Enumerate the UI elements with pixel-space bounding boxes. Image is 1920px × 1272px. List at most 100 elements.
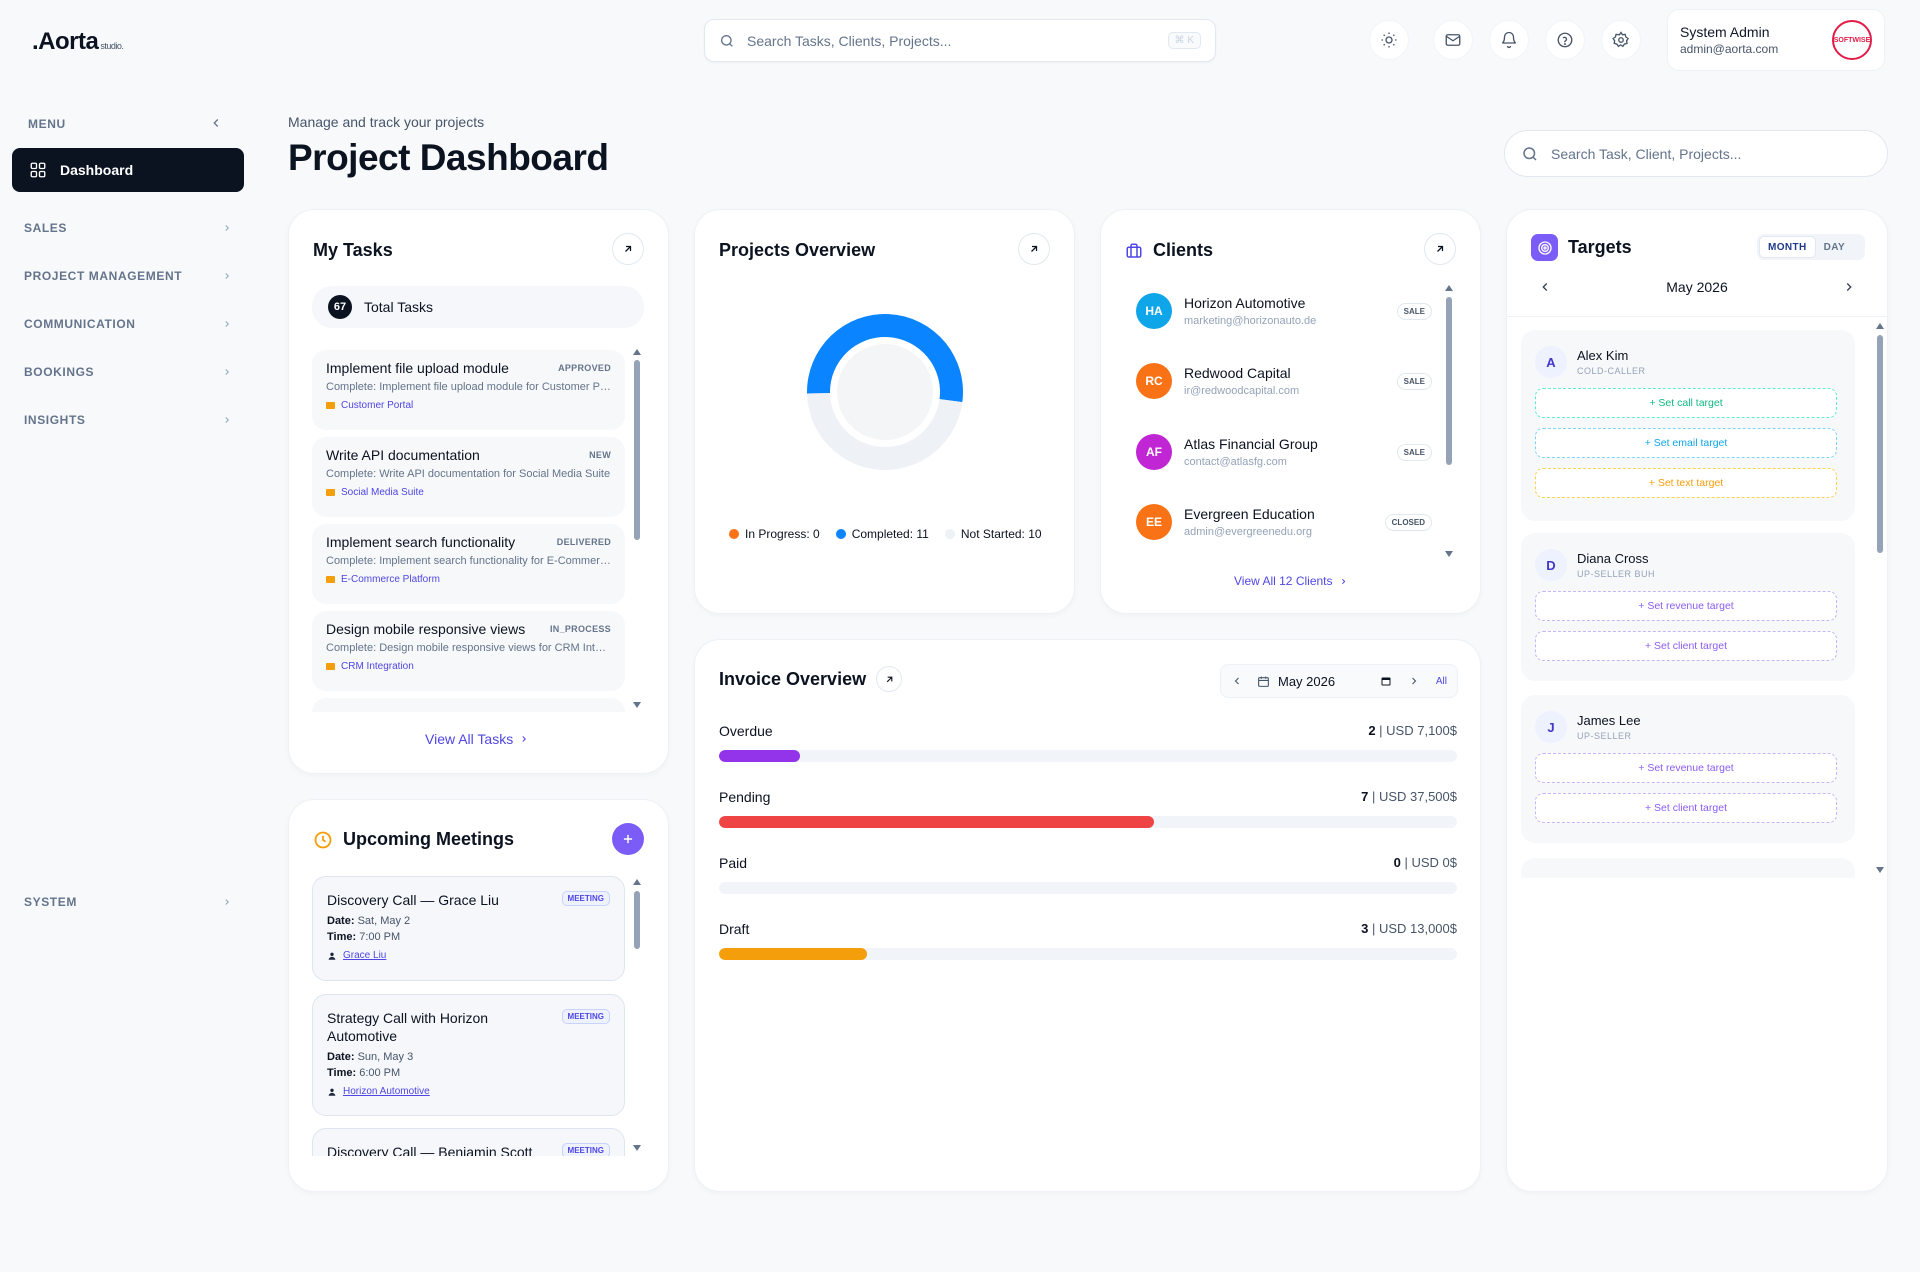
status-badge: IN_PROCESS	[549, 624, 611, 634]
global-search[interactable]: Search Tasks, Clients, Projects... ⌘ K	[704, 19, 1216, 62]
sidebar-item-system[interactable]: SYSTEM	[24, 895, 232, 909]
open-projects-button[interactable]	[1018, 233, 1050, 265]
meeting-person-link[interactable]: Grace Liu	[327, 950, 610, 961]
sidebar-item-label: BOOKINGS	[24, 365, 95, 379]
list-item[interactable]: Write API documentation NEW Complete: Wri…	[312, 437, 625, 517]
chevron-left-icon	[1542, 283, 1548, 291]
list-item[interactable]: RC Redwood Capital ir@redwoodcapital.com …	[1136, 359, 1432, 403]
set-client-target-button[interactable]: + Set client target	[1535, 793, 1837, 823]
sidebar-item-bookings[interactable]: BOOKINGS	[24, 365, 232, 379]
calendar-icon[interactable]	[1380, 675, 1392, 687]
meeting-title: Strategy Call with Horizon Automotive	[327, 1010, 489, 1044]
invoice-count: 3	[1361, 921, 1369, 936]
meetings-title: Upcoming Meetings	[343, 829, 515, 849]
search-input[interactable]: Search Task, Client, Projects...	[1551, 145, 1742, 162]
scroll-up-arrow[interactable]	[1876, 323, 1884, 329]
gear-icon	[1612, 31, 1630, 48]
page-search[interactable]: Search Task, Client, Projects...	[1504, 130, 1888, 177]
set-revenue-target-button[interactable]: + Set revenue target	[1535, 591, 1837, 621]
avatar[interactable]: SOFTWISE	[1832, 20, 1872, 60]
task-project[interactable]: Customer Portal	[326, 400, 611, 411]
chevron-right-icon	[225, 417, 229, 423]
sidebar-item-project-management[interactable]: PROJECT MANAGEMENT	[24, 269, 232, 283]
targets-list[interactable]: A Alex Kim COLD-CALLER + Set call target +…	[0, 322, 1920, 878]
settings-button[interactable]	[1601, 20, 1641, 60]
help-button[interactable]	[1545, 20, 1585, 60]
task-project[interactable]: CRM Integration	[326, 661, 611, 672]
scroll-up-arrow[interactable]	[633, 349, 641, 355]
logo-suffix: studio.	[100, 41, 124, 51]
legend-swatch	[944, 529, 955, 539]
arrow-up-right-icon	[625, 245, 632, 252]
open-invoices-button[interactable]	[876, 666, 903, 692]
mail-button[interactable]	[1433, 20, 1473, 60]
legend-label: Not Started: 10	[960, 527, 1042, 541]
view-all-clients-link[interactable]: View All 12 Clients	[1234, 574, 1348, 588]
bar-fill	[719, 948, 867, 960]
scroll-down-arrow[interactable]	[1876, 867, 1884, 873]
task-project[interactable]: E-Commerce Platform	[326, 574, 611, 585]
sidebar-item-insights[interactable]: INSIGHTS	[24, 413, 232, 427]
legend-label: In Progress: 0	[745, 527, 820, 541]
add-meeting-button[interactable]	[612, 823, 644, 855]
target-icon	[1531, 234, 1558, 261]
set-revenue-target-button[interactable]: + Set revenue target	[1535, 753, 1837, 783]
search-input[interactable]: Search Tasks, Clients, Projects...	[747, 32, 952, 49]
all-months-button[interactable]: All	[1435, 675, 1447, 687]
task-list[interactable]: Implement file upload module APPROVED Com…	[0, 346, 1920, 712]
client-name: Evergreen Education	[1184, 506, 1315, 522]
scrollbar[interactable]	[1877, 335, 1883, 553]
list-item[interactable]	[312, 698, 625, 712]
list-item[interactable]: AF Atlas Financial Group contact@atlasfg.…	[1136, 430, 1432, 474]
tab-month[interactable]: MONTH	[1759, 236, 1816, 258]
task-project[interactable]: Social Media Suite	[326, 487, 611, 498]
set-client-target-button[interactable]: + Set client target	[1535, 631, 1837, 661]
scrollbar[interactable]	[634, 891, 640, 949]
sidebar-item-communication[interactable]: COMMUNICATION	[24, 317, 232, 331]
list-item[interactable]: Implement search functionality DELIVERED …	[312, 524, 625, 604]
chart-legend: In Progress: 0 Completed: 11 Not Started…	[729, 527, 1042, 541]
scroll-down-arrow[interactable]	[633, 1145, 641, 1151]
set-call-target-button[interactable]: + Set call target	[1535, 388, 1837, 418]
list-item[interactable]: Discovery Call — Benjamin Scott MEETING	[312, 1128, 625, 1156]
sidebar-item-sales[interactable]: SALES	[24, 221, 232, 235]
list-item[interactable]: Design mobile responsive views IN_PROCESS…	[312, 611, 625, 691]
sidebar-item-dashboard[interactable]: Dashboard	[12, 148, 244, 192]
scroll-up-arrow[interactable]	[633, 879, 641, 885]
list-item[interactable]: HA Horizon Automotive marketing@horizonau…	[1136, 289, 1432, 333]
chevron-left-icon[interactable]	[1231, 675, 1243, 687]
collapse-sidebar-button[interactable]	[209, 116, 223, 130]
open-clients-button[interactable]	[1424, 233, 1456, 265]
view-all-tasks-link[interactable]: View All Tasks	[425, 731, 529, 747]
invoice-month-picker[interactable]: May 2026 All	[1220, 664, 1458, 698]
meeting-date: Date: Sun, May 3	[327, 1051, 610, 1063]
project-name: Social Media Suite	[341, 487, 424, 498]
list-item[interactable]: EE Evergreen Education admin@evergreenedu…	[1136, 500, 1432, 544]
avatar: AF	[1136, 434, 1172, 470]
chevron-right-icon[interactable]	[1408, 675, 1420, 687]
notifications-button[interactable]	[1489, 20, 1529, 60]
prev-month-button[interactable]	[1538, 280, 1552, 294]
user-menu[interactable]: System Admin admin@aorta.com SOFTWISE	[1667, 9, 1885, 71]
total-tasks: 67 Total Tasks	[312, 286, 644, 328]
list-item[interactable]: Discovery Call — Grace Liu MEETING Date:…	[312, 876, 625, 981]
set-email-target-button[interactable]: + Set email target	[1535, 428, 1837, 458]
meeting-list[interactable]: Discovery Call — Grace Liu MEETING Date:…	[0, 868, 1920, 1156]
next-month-button[interactable]	[1842, 280, 1856, 294]
scrollbar[interactable]	[634, 360, 640, 540]
theme-toggle-button[interactable]	[1369, 20, 1409, 60]
set-text-target-button[interactable]: + Set text target	[1535, 468, 1837, 498]
scroll-up-arrow[interactable]	[1445, 285, 1453, 291]
user-icon	[328, 952, 336, 960]
scrollbar[interactable]	[1446, 297, 1452, 465]
meeting-person-link[interactable]: Horizon Automotive	[327, 1086, 610, 1097]
status-badge: CLOSED	[1384, 513, 1432, 531]
list-item[interactable]: Strategy Call with Horizon Automotive ME…	[312, 994, 625, 1116]
tab-day[interactable]: DAY	[1823, 241, 1846, 253]
scroll-down-arrow[interactable]	[1445, 551, 1453, 557]
open-tasks-button[interactable]	[612, 233, 644, 265]
app-logo[interactable]: .Aorta studio.	[32, 28, 124, 56]
help-icon	[1557, 32, 1573, 48]
scroll-down-arrow[interactable]	[633, 702, 641, 708]
list-item[interactable]: Implement file upload module APPROVED Com…	[312, 350, 625, 430]
